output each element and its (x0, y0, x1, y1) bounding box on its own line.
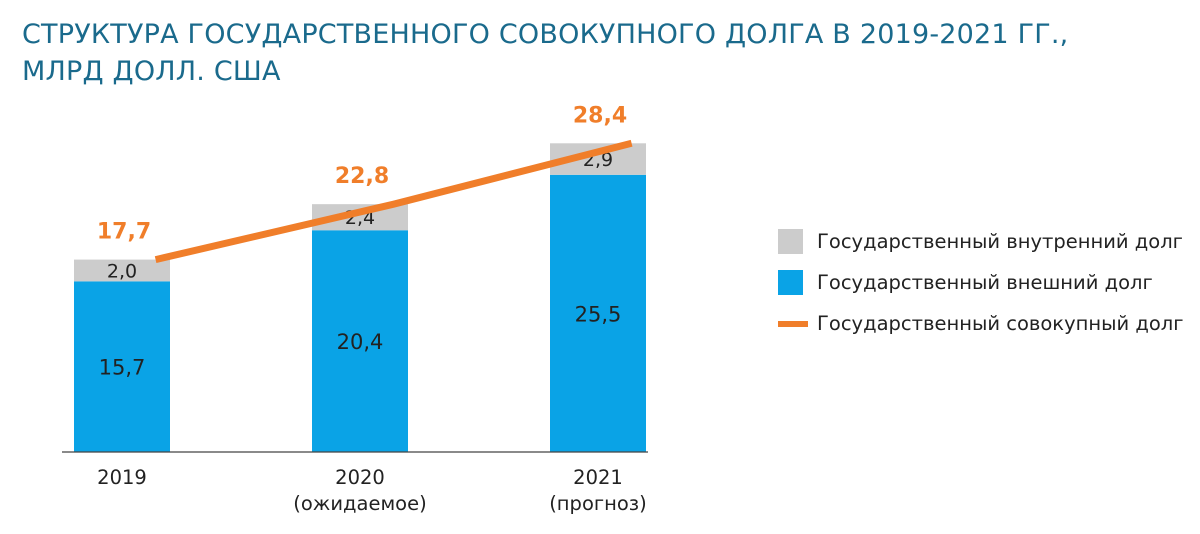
label-total-0: 17,7 (97, 220, 151, 245)
total-debt-line (154, 139, 633, 264)
bar-external-2 (550, 174, 646, 452)
legend-label-external: Государственный внешний долг (817, 271, 1153, 294)
legend-swatch-internal (778, 229, 803, 254)
legend-line-total (778, 320, 808, 327)
legend-item-internal: Государственный внутренний долг (778, 228, 1184, 255)
x-tick-label-2-0: 2021 (573, 466, 623, 489)
legend: Государственный внутренний долг Государс… (778, 228, 1184, 351)
legend-swatch-external (778, 270, 803, 295)
label-total-2: 28,4 (573, 103, 627, 128)
chart-title-line-1: СТРУКТУРА ГОСУДАРСТВЕННОГО СОВОКУПНОГО Д… (22, 19, 1069, 50)
legend-label-internal: Государственный внутренний долг (817, 230, 1183, 253)
legend-item-external: Государственный внешний долг (778, 269, 1184, 296)
label-external-2: 25,5 (575, 302, 622, 326)
chart-title-line-2: МЛРД ДОЛЛ. США (22, 56, 281, 87)
label-external-0: 15,7 (99, 356, 146, 380)
x-tick-label-0-0: 2019 (97, 466, 147, 489)
label-total-1: 22,8 (335, 164, 389, 189)
label-external-1: 20,4 (337, 330, 384, 354)
x-tick-label-1-1: (ожидаемое) (293, 492, 426, 515)
label-internal-0: 2,0 (107, 260, 137, 282)
bar-external-1 (312, 230, 408, 452)
legend-item-total: Государственный совокупный долг (778, 310, 1184, 337)
x-tick-label-2-1: (прогноз) (549, 492, 647, 515)
chart-title: СТРУКТУРА ГОСУДАРСТВЕННОГО СОВОКУПНОГО Д… (22, 16, 1068, 90)
bar-external-0 (74, 281, 170, 452)
x-tick-label-1-0: 2020 (335, 466, 385, 489)
legend-label-total: Государственный совокупный долг (817, 312, 1184, 335)
bar-internal-0 (74, 259, 170, 282)
